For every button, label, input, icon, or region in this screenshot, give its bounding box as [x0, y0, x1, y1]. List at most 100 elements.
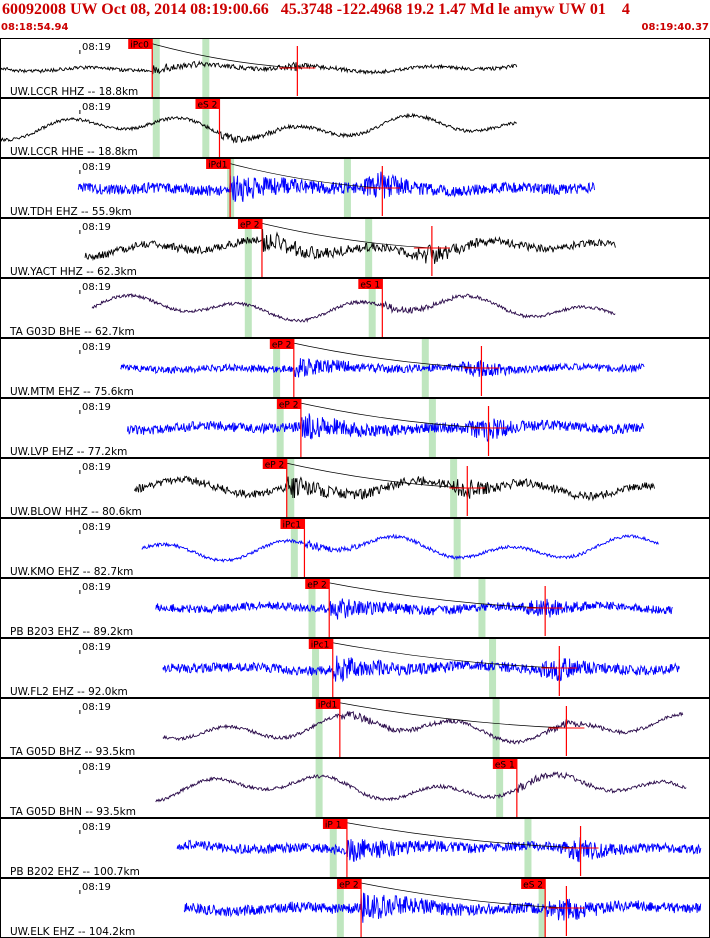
pick-box: [322, 819, 347, 829]
pick-label: eP 2: [265, 461, 285, 471]
station-label: UW.TDH EHZ -- 55.9km: [10, 206, 132, 218]
pick-label: iPc1: [282, 521, 301, 531]
waveform: [176, 837, 702, 863]
trace-panel: 08:19 eP 2 UW.LVP EHZ -- 77.2km: [0, 398, 710, 458]
trace-panel: 08:19 eS 1 TA G05D BHN -- 93.5km: [0, 758, 710, 818]
station-label: TA G05D BHN -- 93.5km: [9, 806, 136, 818]
trace-panel: 08:19 iP 1 PB B202 EHZ -- 100.7km: [0, 818, 710, 878]
trace-panel: 08:19 iPd1 TA G05D BHZ -- 93.5km: [0, 698, 710, 758]
minute-tick-label: 08:19: [82, 642, 111, 653]
window-band: [244, 279, 252, 337]
pick-label: iPd1: [208, 161, 227, 171]
waveform: [141, 533, 659, 563]
pick-box: [206, 159, 231, 169]
minute-tick-label: 08:19: [82, 522, 111, 533]
waveform: [155, 598, 673, 620]
waveform: [77, 171, 595, 203]
trace-panel: 08:19 eS 2 UW.LCCR HHE -- 18.8km: [0, 98, 710, 158]
trace-panel: 08:19 iPd1 UW.TDH EHZ -- 55.9km: [0, 158, 710, 218]
minute-tick-label: 08:19: [82, 222, 111, 233]
minute-tick-label: 08:19: [82, 282, 111, 293]
station-label: UW.BLOW HHZ -- 80.6km: [10, 506, 142, 518]
pick-box: [269, 339, 294, 349]
pick-box: [195, 99, 220, 109]
station-label: UW.LCCR HHE -- 18.8km: [10, 146, 138, 158]
pick-label: iPc0: [130, 41, 149, 51]
pick-label: iPc1: [311, 641, 330, 651]
pick-box: [315, 699, 340, 709]
station-label: TA G03D BHE -- 62.7km: [9, 326, 135, 338]
waveform: [126, 413, 645, 442]
pick-label: eP 2: [279, 401, 299, 411]
pick-box: [128, 39, 153, 49]
window-band: [312, 639, 320, 697]
pick-label: eP 2: [307, 581, 327, 591]
window-band: [365, 219, 373, 277]
pick-label: iPd1: [318, 701, 337, 711]
minute-tick-label: 08:19: [82, 702, 111, 713]
station-label: PB B203 EHZ -- 89.2km: [10, 626, 133, 638]
window-band: [315, 759, 323, 817]
window-band: [336, 879, 344, 937]
trace-panel: 08:19 eP 2 UW.MTM EHZ -- 75.6km: [0, 338, 710, 398]
window-band: [478, 579, 486, 637]
window-band: [315, 699, 323, 757]
trace-panel: 08:19 eP 2 UW.YACT HHZ -- 62.3km: [0, 218, 710, 278]
window-band: [308, 579, 316, 637]
window-band: [524, 819, 532, 877]
trace-panel: 08:19 eP 2 eS 2 UW.ELK EHZ -- 104.2km: [0, 878, 710, 938]
minute-tick-label: 08:19: [82, 762, 111, 773]
minute-tick-label: 08:19: [82, 402, 111, 413]
waveform: [134, 475, 655, 502]
station-label: UW.MTM EHZ -- 75.6km: [10, 386, 134, 398]
pick-box: [337, 879, 362, 889]
pick-label: eP 2: [339, 881, 359, 891]
waveform: [162, 710, 684, 745]
minute-tick-label: 08:19: [82, 42, 111, 53]
pick-box: [262, 459, 287, 469]
travel-time-curve: [351, 880, 567, 909]
waveform: [155, 771, 687, 803]
start-time: 08:18:54.94: [1, 22, 69, 33]
travel-time-curve: [336, 820, 581, 849]
travel-time-curve: [251, 220, 432, 249]
minute-tick-label: 08:19: [82, 882, 111, 893]
pick-label: eP 2: [240, 221, 260, 231]
window-band: [244, 219, 252, 277]
minute-tick-label: 08:19: [82, 462, 111, 473]
trace-panel: 08:19 eP 2 UW.BLOW HHZ -- 80.6km: [0, 458, 710, 518]
trace-panel: 08:19 eP 2 PB B203 EHZ -- 89.2km: [0, 578, 710, 638]
station-label: PB B202 EHZ -- 100.7km: [10, 866, 140, 878]
station-label: UW.ELK EHZ -- 104.2km: [10, 926, 135, 938]
station-label: UW.FL2 EHZ -- 92.0km: [10, 686, 128, 698]
minute-tick-label: 08:19: [82, 582, 111, 593]
station-label: UW.LCCR HHZ -- 18.8km: [10, 86, 138, 98]
pick-label: eS 1: [360, 281, 380, 291]
travel-time-curve: [276, 460, 468, 489]
station-label: UW.YACT HHZ -- 62.3km: [10, 266, 137, 278]
trace-panel: 08:19 eS 1 TA G03D BHE -- 62.7km: [0, 278, 710, 338]
pick-box: [492, 759, 517, 769]
pick-box: [276, 399, 301, 409]
pick-label: eS 2: [197, 101, 217, 111]
station-label: TA G05D BHZ -- 93.5km: [9, 746, 135, 758]
trace-panel: 08:19 iPc0 UW.LCCR HHZ -- 18.8km: [0, 38, 710, 98]
pick-label: eS 1: [495, 761, 515, 771]
waveform: [162, 655, 680, 683]
waveform: [84, 228, 616, 264]
station-label: UW.KMO EHZ -- 82.7km: [10, 566, 133, 578]
travel-time-curve: [220, 160, 383, 189]
travel-time-curve: [319, 580, 546, 609]
travel-time-curve: [290, 400, 489, 429]
minute-tick-label: 08:19: [82, 162, 111, 173]
window-band: [496, 759, 504, 817]
minute-tick-label: 08:19: [82, 342, 111, 353]
travel-time-curve: [142, 40, 298, 69]
pick-box: [358, 279, 383, 289]
window-band: [152, 99, 160, 157]
pick-box: [280, 519, 305, 529]
pick-label: iP 1: [325, 821, 342, 831]
travel-time-curve: [322, 640, 560, 669]
pick-label-2: eS 2: [523, 881, 543, 891]
waveform: [183, 892, 702, 923]
